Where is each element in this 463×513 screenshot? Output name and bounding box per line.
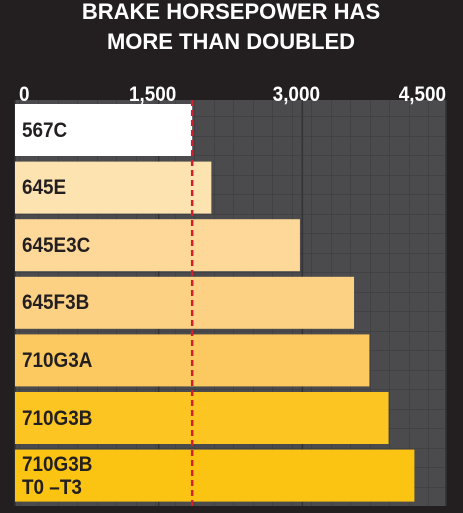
chart-title-line: BRAKE HORSEPOWER HAS: [82, 0, 380, 24]
bar: [15, 392, 389, 444]
bar: [15, 449, 415, 502]
category-label: 645E3C: [22, 233, 91, 257]
category-label: 710G3B: [22, 406, 93, 430]
x-tick-label: 1,500: [129, 83, 176, 106]
category-label: 710G3A: [22, 348, 93, 372]
bar: [15, 219, 300, 272]
category-label: 567C: [22, 118, 68, 142]
category-label: 645F3B: [22, 291, 90, 315]
chart-title-line: MORE THAN DOUBLED: [107, 29, 355, 54]
category-label: 710G3B T0 –T3: [22, 452, 93, 499]
category-label: 645E: [22, 176, 67, 200]
bar: [15, 276, 355, 329]
x-tick-label: 4,500: [399, 83, 446, 106]
x-tick-label: 0: [19, 83, 30, 106]
bar: [15, 161, 212, 214]
bar: [15, 104, 193, 156]
x-tick-label: 3,000: [273, 83, 320, 106]
